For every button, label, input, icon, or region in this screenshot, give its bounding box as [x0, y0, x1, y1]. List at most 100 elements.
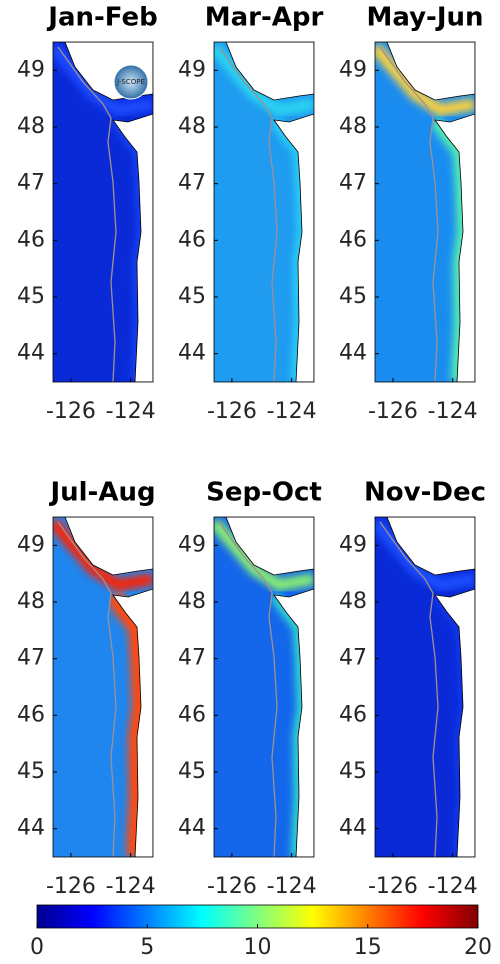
- y-tick-label: 47: [339, 171, 367, 196]
- colorbar-tick-label: 10: [244, 935, 272, 960]
- y-tick-label: 47: [17, 646, 45, 671]
- land: [225, 42, 314, 101]
- panel-title: Nov-Dec: [364, 478, 486, 508]
- strait-signal: [53, 43, 153, 117]
- y-tick-label: 44: [339, 816, 367, 841]
- strait-signal: [375, 43, 475, 117]
- land: [386, 517, 475, 576]
- frame: [374, 41, 476, 383]
- logo: [113, 64, 149, 100]
- panel-title: Mar-Apr: [205, 3, 324, 33]
- colorbar-tick-label: 0: [30, 935, 44, 960]
- y-tick-label: 48: [17, 589, 45, 614]
- frame: [52, 516, 154, 858]
- x-tick-label: -126: [368, 399, 418, 424]
- map-panel: Jul-Aug 44 45 46 47 48 49 -126 -124: [17, 478, 156, 900]
- y-tick-label: 47: [178, 171, 206, 196]
- map-body: [375, 42, 475, 382]
- map-panel: Mar-Apr 44 45 46 47 48 49 -126 -124: [178, 3, 323, 425]
- land: [386, 42, 475, 101]
- y-tick-label: 48: [178, 114, 206, 139]
- y-tick-label: 48: [339, 114, 367, 139]
- panel-title: Jan-Feb: [46, 3, 157, 33]
- frame: [213, 516, 315, 858]
- x-tick-label: -126: [46, 874, 96, 899]
- map-body: [375, 517, 475, 857]
- y-tick-label: 47: [17, 171, 45, 196]
- y-tick-label: 48: [339, 589, 367, 614]
- y-tick-label: 45: [178, 284, 206, 309]
- map-body: [214, 517, 314, 857]
- y-tick-label: 46: [17, 227, 45, 252]
- y-tick-label: 46: [178, 227, 206, 252]
- colorbar-tick-label: 15: [354, 935, 382, 960]
- y-tick-label: 49: [339, 532, 367, 557]
- y-tick-label: 44: [17, 816, 45, 841]
- x-tick-label: -124: [428, 399, 478, 424]
- frame: [213, 41, 315, 383]
- land: [112, 113, 153, 382]
- x-tick-label: -124: [106, 399, 156, 424]
- y-tick-label: 46: [17, 702, 45, 727]
- y-tick-label: 45: [339, 284, 367, 309]
- map-body: [53, 517, 153, 857]
- y-tick-label: 49: [178, 532, 206, 557]
- y-tick-label: 44: [178, 341, 206, 366]
- land: [112, 588, 153, 857]
- isobath: [57, 521, 117, 857]
- map-panel: Jan-Feb 44 45 46 47 48 49 -126 -124 J-SCOPE: [17, 3, 158, 425]
- y-tick-label: 44: [178, 816, 206, 841]
- y-tick-label: 46: [339, 702, 367, 727]
- isobath: [57, 46, 117, 382]
- land: [64, 517, 153, 576]
- y-tick-label: 45: [17, 759, 45, 784]
- x-tick-label: -124: [106, 874, 156, 899]
- logo-text: J-SCOPE: [116, 78, 145, 86]
- y-tick-label: 45: [178, 759, 206, 784]
- x-tick-label: -126: [46, 399, 96, 424]
- y-tick-label: 44: [339, 341, 367, 366]
- frame: [374, 516, 476, 858]
- y-tick-label: 49: [17, 57, 45, 82]
- x-tick-label: -124: [267, 399, 317, 424]
- land: [273, 588, 314, 857]
- frame: [52, 41, 154, 383]
- land: [434, 588, 475, 857]
- x-tick-label: -126: [207, 874, 257, 899]
- land: [273, 113, 314, 382]
- y-tick-label: 49: [339, 57, 367, 82]
- map-panel: May-Jun 44 45 46 47 48 49 -126 -124: [339, 3, 484, 425]
- x-tick-label: -126: [207, 399, 257, 424]
- y-tick-label: 47: [339, 646, 367, 671]
- colorbar-tick-label: 5: [140, 935, 154, 960]
- map-panel: Sep-Oct 44 45 46 47 48 49 -126 -124: [178, 478, 322, 900]
- y-tick-label: 44: [17, 341, 45, 366]
- panel-title: May-Jun: [366, 3, 483, 33]
- y-tick-label: 49: [17, 532, 45, 557]
- x-tick-label: -124: [428, 874, 478, 899]
- isobath: [218, 521, 278, 857]
- strait-signal: [375, 518, 475, 592]
- isobath: [379, 46, 439, 382]
- strait-signal: [214, 43, 314, 117]
- y-tick-label: 48: [178, 589, 206, 614]
- land: [434, 113, 475, 382]
- land: [225, 517, 314, 576]
- strait-signal: [53, 518, 153, 592]
- map-panel: Nov-Dec 44 45 46 47 48 49 -126 -124: [339, 478, 486, 900]
- y-tick-label: 46: [178, 702, 206, 727]
- x-tick-label: -124: [267, 874, 317, 899]
- strait-signal: [214, 518, 314, 592]
- x-tick-label: -126: [368, 874, 418, 899]
- y-tick-label: 46: [339, 227, 367, 252]
- y-tick-label: 47: [178, 646, 206, 671]
- isobath: [218, 46, 278, 382]
- panel-title: Sep-Oct: [206, 478, 322, 508]
- panel-title: Jul-Aug: [48, 478, 155, 508]
- map-body: [214, 42, 314, 382]
- y-tick-label: 45: [17, 284, 45, 309]
- y-tick-label: 45: [339, 759, 367, 784]
- y-tick-label: 49: [178, 57, 206, 82]
- isobath: [379, 521, 439, 857]
